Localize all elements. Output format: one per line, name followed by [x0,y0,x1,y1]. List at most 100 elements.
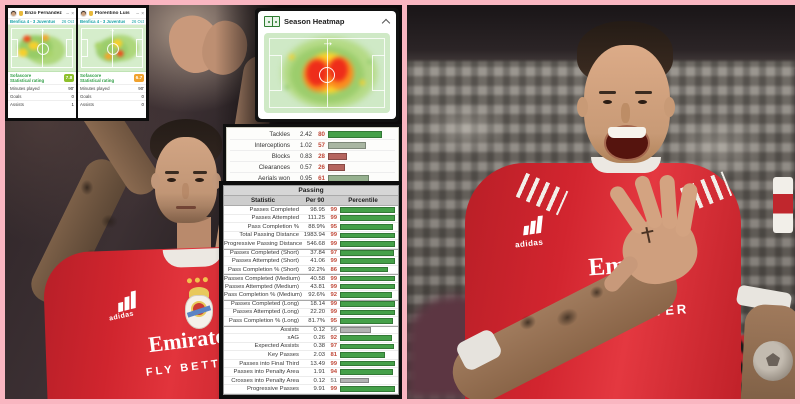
per90-value: 111.25 [307,215,325,222]
percentile-bar-track [340,386,396,393]
percentile-bar [340,352,386,358]
eyebrow [193,171,207,174]
fixture-link[interactable]: Benfica 4 - 3 Juventus [80,19,126,24]
heatmap-title: Season Heatmap [284,16,345,26]
percentile-value: 99 [330,240,337,247]
nose [621,103,630,123]
percentile-value: 26 [318,163,325,171]
per90-value: 41.06 [310,258,325,265]
stat-row-minutes: Minutes played 90' [8,84,76,91]
table-body: Passes Completed 98.95 99 Passes Attempt… [224,206,398,394]
percentile-value: 92 [330,292,337,299]
stat-label: Passes Completed [249,206,299,213]
player-card: Enzo Fernández – × Benfica 4 - 3 Juventu… [8,8,76,118]
per90-value: 81.7% [308,317,325,324]
penalty-box [269,55,282,91]
award-icon [89,11,93,16]
percentile-bar [328,152,347,160]
defense-stat-row: Blocks 0.83 28 [230,151,395,162]
percentile-bar [340,377,369,384]
per90-value: 0.12 [313,377,325,384]
stat-label: Pass Completion % (Long) [228,317,299,324]
col-per90: Per 90 [305,196,325,204]
percentile-bar [340,266,389,273]
per90-value: 0.26 [313,334,325,341]
stat-row-goals: Goals 0 [8,92,76,99]
penalty-box [136,38,143,58]
stat-label: Pass Completion % (Medium) [224,292,302,299]
per90-value: 92.2% [308,266,325,273]
eyebrow [165,171,179,174]
percentile-value: 99 [330,301,337,308]
passing-stat-row: Passes Completed 98.95 99 [224,206,398,215]
eyebrow [599,91,616,94]
defense-stat-row: Tackles 2.42 80 [230,129,395,140]
stat-row-assists: Assists 1 [8,100,76,107]
benfica-crest [181,287,217,331]
minimize-icon[interactable]: – [136,10,140,17]
minimize-icon[interactable]: – [66,10,70,17]
passing-stat-row: Assists 0.12 56 [224,325,398,335]
percentile-bar-track [328,141,395,149]
player-avatar [80,10,87,17]
passing-stat-row: Progressive Passes 9.91 99 [224,385,398,394]
per90-value: 0.95 [299,174,312,182]
per90-value: 0.38 [313,343,325,350]
per90-value: 0.83 [299,152,312,160]
ear [151,173,160,189]
percentile-bar [340,224,394,230]
eyebrow [635,91,652,94]
stat-label: Passes Attempted (Medium) [225,283,299,290]
percentile-value: 81 [330,352,337,359]
passing-stat-row: Passes Attempted 111.25 99 [224,215,398,224]
percentile-bar-track [340,275,396,282]
close-icon[interactable]: × [141,10,144,17]
stat-label: Key Passes [267,352,299,359]
percentile-value: 99 [330,258,337,265]
sleeve-patch [773,177,793,233]
percentile-value: 80 [318,130,325,138]
mouth [176,206,196,209]
fixture-link[interactable]: Benfica 4 - 3 Juventus [10,19,56,24]
rating-badge: 7.8 [64,74,74,82]
stat-row-assists: Assists 0 [78,100,146,107]
close-icon[interactable]: × [71,10,74,17]
percentile-bar [340,335,392,341]
player-comparison-widget: Enzo Fernández – × Benfica 4 - 3 Juventu… [5,5,149,121]
player-avatar [10,10,17,17]
award-icon [19,11,23,16]
percentile-bar-track [340,258,396,264]
collapse-chevron-icon[interactable] [383,18,390,25]
percentile-value: 99 [330,283,337,290]
per90-value: 13.49 [310,360,325,367]
eye [638,100,647,104]
stat-label: Passes Attempted (Short) [231,258,299,265]
percentile-bar-track [340,241,396,247]
percentile-value: 97 [330,249,337,256]
percentile-value: 51 [330,377,337,384]
rating-label: Sofascore Statistical rating [80,72,115,83]
passing-stat-row: Key Passes 2.03 81 [224,351,398,360]
percentile-value: 92 [330,334,337,341]
passing-stat-row: Passes Attempted (Medium) 43.81 99 [224,283,398,292]
player-card: Florentino Luís – × Benfica 4 - 3 Juvent… [78,8,146,118]
percentile-value: 94 [330,369,337,376]
stat-label: Tackles [269,130,290,138]
left-photo-panel: adidas Emirates FLY BETTER Enzo Fernánde… [5,5,402,399]
percentile-value: 99 [330,206,337,213]
percentile-bar-track [340,309,396,316]
per90-value: 92.6% [308,292,325,299]
percentile-bar [340,309,396,316]
percentile-bar-track [340,318,396,324]
passing-stat-row: Passes Attempted (Long) 22.20 99 [224,309,398,318]
adidas-logo-icon [522,215,543,236]
stat-label: Passes Completed (Long) [230,301,299,308]
passing-stat-row: xAG 0.26 92 [224,334,398,343]
passing-stat-row: Expected Assists 0.38 97 [224,343,398,352]
percentile-bar [340,369,393,375]
percentile-value: 99 [330,215,337,222]
penalty-box [66,38,73,58]
passing-table-widget: Passing Statistic Per 90 Percentile Pass… [219,181,402,399]
percentile-bar [340,215,396,222]
per90-value: 1.02 [299,141,312,149]
